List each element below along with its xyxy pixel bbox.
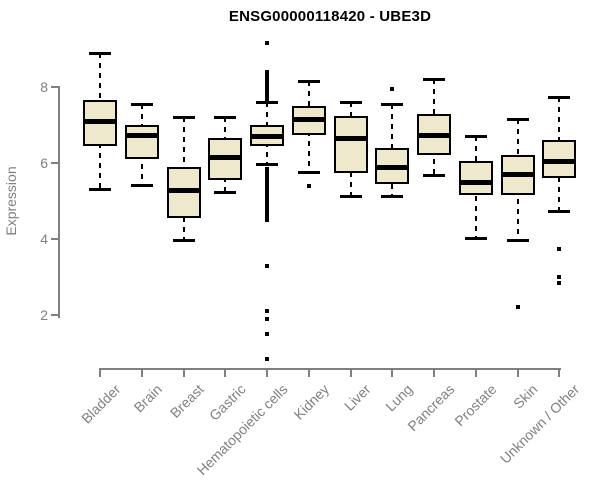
outlier-point bbox=[265, 206, 269, 211]
y-axis-line bbox=[58, 86, 60, 318]
whisker-cap bbox=[130, 103, 153, 107]
x-tick bbox=[433, 369, 435, 377]
x-tick bbox=[99, 369, 101, 377]
y-tick-label: 2 bbox=[40, 307, 48, 323]
whisker-cap bbox=[464, 237, 487, 240]
x-tick bbox=[349, 369, 352, 377]
whisker-cap bbox=[130, 183, 153, 187]
whisker-cap bbox=[297, 170, 320, 174]
x-tick bbox=[224, 369, 227, 377]
outlier-point bbox=[515, 305, 520, 310]
median-line bbox=[458, 180, 493, 185]
outlier-point bbox=[265, 218, 269, 222]
median-line bbox=[542, 159, 577, 165]
y-tick-label: 6 bbox=[40, 155, 48, 171]
y-axis-title: Expression bbox=[3, 166, 19, 236]
outlier-point bbox=[265, 199, 269, 203]
outlier-point bbox=[557, 246, 562, 251]
outlier-point bbox=[265, 214, 269, 219]
median-line bbox=[124, 132, 159, 138]
median-line bbox=[166, 187, 201, 193]
whisker-cap bbox=[89, 187, 111, 191]
x-tick bbox=[474, 369, 477, 377]
median-line bbox=[417, 132, 451, 138]
x-tick bbox=[516, 369, 519, 377]
whisker-cap bbox=[89, 51, 111, 55]
whisker-cap bbox=[256, 162, 278, 166]
x-tick-label: Bladder bbox=[77, 381, 124, 427]
x-tick-label: Brain bbox=[130, 381, 166, 416]
whisker-cap bbox=[172, 116, 195, 120]
outlier-point bbox=[265, 309, 269, 314]
outlier-point bbox=[390, 86, 395, 91]
median-line bbox=[333, 136, 368, 142]
x-tick-label: Lung bbox=[382, 381, 416, 415]
median-line bbox=[208, 155, 243, 161]
chart-title: ENSG00000118420 - UBE3D bbox=[228, 8, 432, 25]
y-tick-label: 8 bbox=[40, 79, 48, 95]
whisker-cap bbox=[506, 238, 529, 242]
median-line bbox=[83, 119, 117, 125]
outlier-point bbox=[265, 210, 269, 215]
median-line bbox=[375, 164, 410, 170]
whisker-cap bbox=[506, 118, 529, 122]
outlier-point bbox=[265, 202, 269, 207]
outlier-point bbox=[265, 316, 269, 321]
whisker-cap bbox=[423, 78, 445, 82]
y-tick bbox=[51, 238, 59, 240]
y-tick bbox=[51, 86, 59, 88]
box-rect bbox=[333, 115, 368, 173]
median-line bbox=[500, 172, 535, 178]
whisker-cap bbox=[464, 135, 487, 139]
whisker-cap bbox=[548, 210, 571, 214]
x-tick-label: Unknown / Other bbox=[496, 381, 583, 467]
whisker-cap bbox=[214, 191, 237, 195]
y-tick bbox=[51, 314, 59, 316]
x-tick bbox=[140, 369, 143, 377]
whisker-cap bbox=[339, 101, 362, 105]
y-tick-label: 4 bbox=[40, 231, 48, 247]
x-tick bbox=[182, 369, 185, 377]
box-rect bbox=[458, 161, 493, 196]
outlier-point bbox=[265, 263, 269, 268]
x-tick-label: Skin bbox=[510, 381, 541, 412]
x-axis-line bbox=[99, 368, 561, 370]
whisker-cap bbox=[339, 195, 362, 199]
outlier-point bbox=[265, 356, 269, 361]
x-tick bbox=[391, 369, 394, 377]
whisker-cap bbox=[297, 80, 320, 84]
whisker-cap bbox=[548, 95, 571, 99]
x-tick bbox=[266, 369, 268, 377]
outlier-point bbox=[265, 98, 269, 103]
whisker-cap bbox=[172, 238, 195, 242]
outlier-point bbox=[557, 275, 562, 279]
outlier-point bbox=[557, 280, 562, 285]
outlier-point bbox=[265, 41, 269, 46]
whisker-cap bbox=[423, 174, 445, 178]
whisker-cap bbox=[381, 103, 404, 107]
x-tick-label: Prostate bbox=[450, 381, 500, 430]
median-line bbox=[250, 134, 284, 140]
x-tick bbox=[307, 369, 310, 377]
x-tick-label: Kidney bbox=[290, 381, 333, 423]
x-tick-label: Liver bbox=[341, 381, 374, 414]
median-line bbox=[291, 117, 326, 123]
whisker-cap bbox=[381, 195, 404, 199]
outlier-point bbox=[265, 332, 269, 336]
whisker-cap bbox=[256, 101, 278, 105]
y-tick bbox=[51, 162, 59, 164]
box-rect bbox=[124, 125, 159, 160]
outlier-point bbox=[306, 183, 311, 188]
whisker-cap bbox=[214, 116, 237, 120]
x-tick bbox=[558, 369, 561, 377]
x-tick-label: Breast bbox=[166, 381, 207, 421]
